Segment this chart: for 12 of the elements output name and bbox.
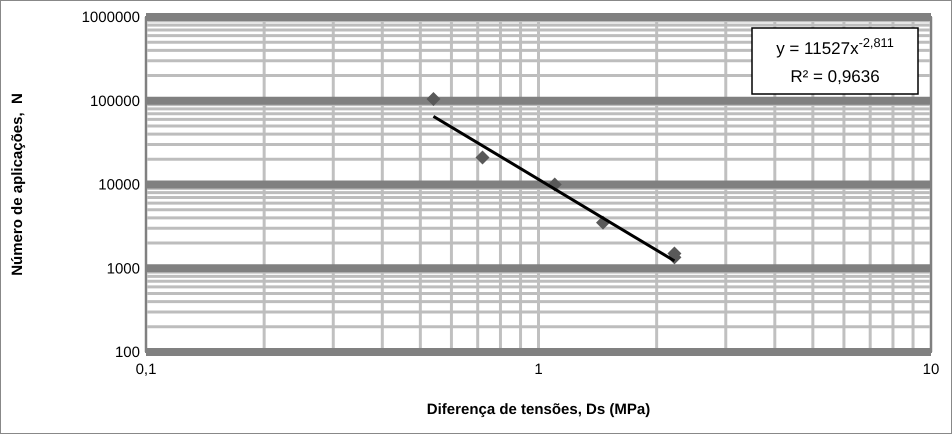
x-tick-label: 0,1 (136, 361, 156, 378)
y-axis-title: Número de aplicações, N (9, 93, 26, 276)
y-tick-label: 10000 (98, 176, 140, 194)
y-tick-label: 100000 (90, 92, 140, 110)
y-tick-label: 100 (114, 344, 140, 361)
annotation: R² = 0,9636 (790, 67, 880, 86)
y-tick-label: 1000000 (82, 9, 140, 26)
y-tick-label: 1000 (106, 260, 140, 278)
x-tick-label: 1 (534, 361, 543, 378)
annotation: y = 11527x$^{-2,811}$ (776, 34, 894, 58)
x-axis-title: Diferença de tensões, Ds (MPa) (426, 401, 650, 418)
x-tick-label: 10 (922, 361, 940, 378)
